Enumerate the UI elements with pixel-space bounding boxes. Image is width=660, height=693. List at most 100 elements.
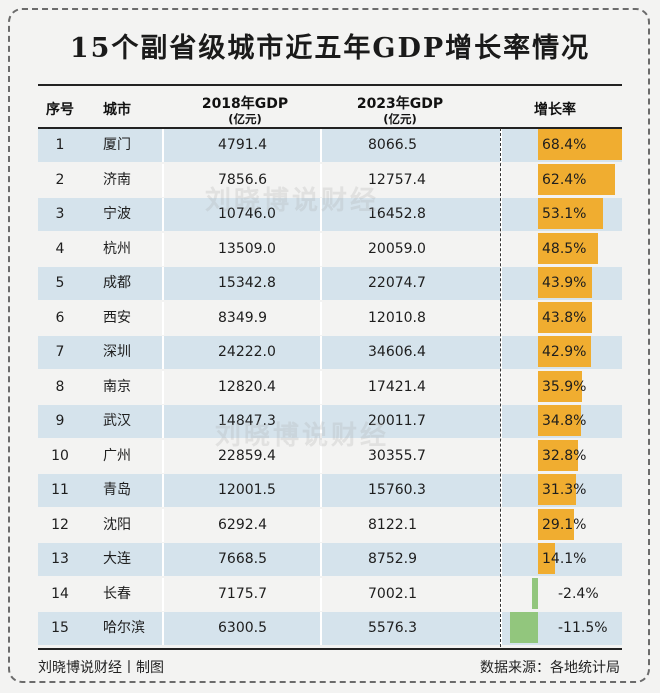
table-row: 10 广州 22859.4 30355.7 32.8% bbox=[38, 439, 622, 473]
growth-bar-cell: 29.1% bbox=[501, 508, 622, 542]
zero-axis-line bbox=[500, 128, 501, 647]
column-separator bbox=[500, 198, 502, 231]
top-rule bbox=[38, 84, 622, 86]
gdp2023-cell: 12010.8 bbox=[368, 309, 426, 326]
watermark-top: 刘晓博说财经 bbox=[205, 186, 380, 216]
growth-bar bbox=[538, 543, 556, 574]
growth-bar-cell: 34.8% bbox=[501, 405, 622, 438]
growth-bar-cell: 14.1% bbox=[501, 543, 622, 576]
city-cell: 沈阳 bbox=[103, 516, 131, 533]
growth-bar bbox=[538, 163, 615, 195]
header-gdp2023: 2023年GDP bbox=[356, 96, 444, 112]
growth-bar-cell: 53.1% bbox=[501, 198, 622, 231]
growth-label: 48.5% bbox=[542, 240, 587, 257]
header-gdp2023-unit: (亿元) bbox=[383, 112, 417, 126]
city-cell: 哈尔滨 bbox=[103, 620, 145, 636]
column-separator bbox=[162, 577, 164, 611]
growth-bar bbox=[532, 577, 538, 609]
column-separator bbox=[500, 301, 502, 335]
gdp2018-cell: 7668.5 bbox=[218, 551, 267, 567]
city-cell: 长春 bbox=[103, 585, 131, 602]
column-separator bbox=[320, 232, 322, 266]
column-separator bbox=[162, 336, 164, 369]
column-separator bbox=[320, 163, 322, 197]
gdp2023-cell: 30355.7 bbox=[368, 447, 426, 464]
rank-cell: 12 bbox=[51, 516, 69, 533]
gdp2018-cell: 8349.9 bbox=[218, 309, 267, 326]
column-separator bbox=[500, 508, 502, 542]
gdp2018-cell: 13509.0 bbox=[218, 240, 276, 257]
growth-bar-cell: 42.9% bbox=[501, 336, 622, 369]
column-separator bbox=[320, 267, 322, 300]
growth-label: 62.4% bbox=[542, 171, 587, 188]
gdp2023-cell: 34606.4 bbox=[368, 344, 426, 360]
header-city: 城市 bbox=[103, 102, 131, 118]
growth-bar bbox=[509, 612, 538, 643]
city-cell: 武汉 bbox=[103, 413, 131, 429]
table-row: 7 深圳 24222.0 34606.4 42.9% bbox=[38, 336, 622, 369]
rank-cell: 13 bbox=[51, 551, 69, 567]
growth-bar bbox=[538, 267, 592, 298]
gdp2023-cell: 5576.3 bbox=[368, 620, 417, 636]
gdp2018-cell: 4791.4 bbox=[218, 137, 267, 153]
table-row: 5 成都 15342.8 22074.7 43.9% bbox=[38, 267, 622, 300]
table-row: 13 大连 7668.5 8752.9 14.1% bbox=[38, 543, 622, 576]
growth-label: 32.8% bbox=[542, 447, 587, 464]
column-separator bbox=[500, 232, 502, 266]
city-cell: 济南 bbox=[103, 171, 131, 188]
column-separator bbox=[162, 232, 164, 266]
column-separator bbox=[500, 267, 502, 300]
column-separator bbox=[162, 474, 164, 507]
column-separator bbox=[320, 336, 322, 369]
rank-cell: 10 bbox=[51, 447, 69, 464]
column-separator bbox=[162, 543, 164, 576]
growth-bar bbox=[538, 474, 577, 505]
gdp2018-cell: 24222.0 bbox=[218, 344, 276, 360]
column-separator bbox=[162, 405, 164, 438]
growth-bar-cell: 31.3% bbox=[501, 474, 622, 507]
footer-credit: 刘晓博说财经丨制图 bbox=[38, 660, 164, 676]
column-separator bbox=[500, 612, 502, 645]
gdp2018-cell: 12820.4 bbox=[218, 378, 276, 395]
column-separator bbox=[162, 301, 164, 335]
gdp2023-cell: 8752.9 bbox=[368, 551, 417, 567]
growth-bar-cell: 62.4% bbox=[501, 163, 622, 197]
column-separator bbox=[320, 439, 322, 473]
growth-bar bbox=[538, 129, 622, 160]
growth-bar-cell: 35.9% bbox=[501, 370, 622, 404]
city-cell: 广州 bbox=[103, 447, 131, 464]
growth-label: 14.1% bbox=[542, 551, 587, 567]
city-cell: 南京 bbox=[103, 378, 131, 395]
column-separator bbox=[320, 474, 322, 507]
header-growth: 增长率 bbox=[534, 102, 576, 118]
gdp2018-cell: 14847.3 bbox=[218, 413, 276, 429]
rank-cell: 8 bbox=[55, 378, 65, 395]
table-row: 2 济南 7856.6 12757.4 62.4% bbox=[38, 163, 622, 197]
header-rule bbox=[38, 127, 622, 129]
city-cell: 大连 bbox=[103, 551, 131, 567]
growth-bar bbox=[538, 405, 581, 436]
column-separator bbox=[500, 405, 502, 438]
table-row: 9 武汉 14847.3 20011.7 34.8% bbox=[38, 405, 622, 438]
column-separator bbox=[500, 577, 502, 611]
growth-bar bbox=[538, 370, 583, 402]
growth-label: 43.8% bbox=[542, 309, 587, 326]
gdp2023-cell: 17421.4 bbox=[368, 378, 426, 395]
gdp2018-cell: 7175.7 bbox=[218, 585, 267, 602]
gdp2018-cell: 7856.6 bbox=[218, 171, 267, 188]
column-separator bbox=[500, 163, 502, 197]
column-separator bbox=[320, 301, 322, 335]
growth-bar bbox=[538, 232, 598, 264]
rank-cell: 3 bbox=[55, 206, 65, 222]
growth-label: 53.1% bbox=[542, 206, 587, 222]
column-separator bbox=[500, 543, 502, 576]
table-row: 6 西安 8349.9 12010.8 43.8% bbox=[38, 301, 622, 335]
column-separator bbox=[162, 612, 164, 645]
rank-cell: 2 bbox=[55, 171, 65, 188]
gdp2023-cell: 7002.1 bbox=[368, 585, 417, 602]
growth-bar bbox=[538, 198, 604, 229]
growth-bar-cell: 68.4% bbox=[501, 129, 622, 162]
column-separator bbox=[320, 543, 322, 576]
rank-cell: 1 bbox=[55, 137, 65, 153]
rank-cell: 5 bbox=[55, 275, 65, 291]
